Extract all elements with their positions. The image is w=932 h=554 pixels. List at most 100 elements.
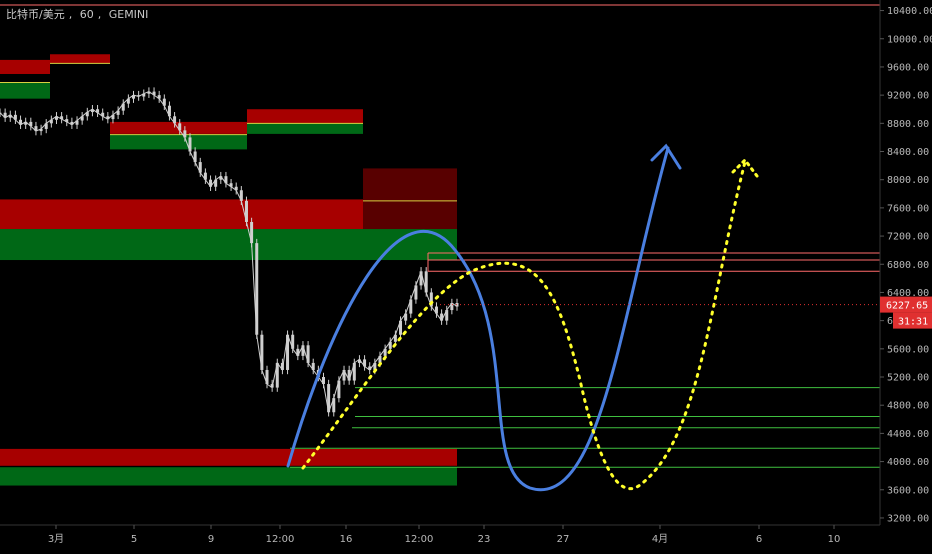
candle-body [65, 119, 69, 122]
candle-body [347, 369, 351, 381]
y-tick-label: 10000.00 [887, 34, 932, 45]
candle-body [214, 179, 218, 187]
zones-layer [0, 54, 457, 486]
candle-body [260, 334, 264, 370]
candle-body [224, 176, 228, 184]
y-tick-label: 5200.00 [887, 373, 929, 384]
supply-zone [0, 448, 457, 466]
candle-body [450, 303, 454, 311]
candle-body [13, 114, 17, 120]
candle-body [383, 348, 387, 356]
candle-body [275, 362, 279, 388]
projection-path-solid [286, 146, 670, 492]
symbol-title[interactable]: 比特币/美元, 60, GEMINI [6, 6, 152, 22]
y-tick-label: 8400.00 [887, 147, 929, 158]
candle-body [440, 313, 444, 321]
demand-zone [0, 82, 50, 99]
supply-zone [0, 59, 50, 74]
last-price-badge [880, 296, 932, 313]
candle-body [404, 313, 408, 321]
candle-body [399, 320, 403, 335]
projection-layer [286, 143, 762, 492]
candle-body [445, 310, 449, 321]
y-tick-label: 8000.00 [887, 175, 929, 186]
last-price-label: 6227.65 [886, 301, 928, 312]
candle-body [29, 121, 33, 127]
candle-body [311, 362, 315, 370]
countdown-badge [893, 312, 932, 329]
title-sep-1: , [68, 8, 73, 21]
time-axis[interactable]: 3月 5 9 12:00 16 12:00 23 27 4月 6 10 [48, 525, 841, 545]
y-tick-label: 3600.00 [887, 485, 929, 496]
candle-body [137, 95, 141, 97]
candle-body [434, 306, 438, 314]
y-tick-label: 4400.00 [887, 429, 929, 440]
candle-body [70, 121, 74, 125]
candle-body [209, 179, 213, 187]
y-tick-label: 9200.00 [887, 91, 929, 102]
candle-body [44, 123, 48, 129]
candle-body [157, 95, 161, 99]
candle-body [106, 116, 110, 120]
candle-body [142, 93, 146, 97]
levels-layer [0, 4, 880, 468]
candle-body [301, 345, 305, 356]
candle-body [280, 362, 284, 370]
candle-body [90, 109, 94, 113]
countdown-label: 31:31 [898, 317, 928, 328]
candle-body [80, 116, 84, 121]
candle-body [162, 98, 166, 106]
candle-body [296, 348, 300, 356]
candle-body [111, 114, 115, 120]
candle-body [188, 137, 192, 152]
candle-body [234, 186, 238, 191]
y-tick-label: 4000.00 [887, 457, 929, 468]
x-tick-label: 12:00 [266, 534, 295, 545]
y-tick-label: 7600.00 [887, 203, 929, 214]
candle-body [198, 162, 202, 173]
candle-body [96, 109, 100, 113]
candle-body [244, 200, 248, 222]
candle-body [229, 183, 233, 187]
projection-path-dotted [301, 160, 747, 491]
candle-body [327, 384, 331, 413]
x-tick-label: 9 [208, 534, 214, 545]
x-tick-label: 27 [557, 534, 570, 545]
candle-body [8, 114, 12, 118]
x-tick-label: 3月 [48, 533, 64, 545]
y-tick-label: 4800.00 [887, 401, 929, 412]
candle-body [24, 121, 28, 125]
candle-body [49, 119, 53, 124]
title-sep-2: , [97, 8, 102, 21]
y-tick-label: 5600.00 [887, 344, 929, 355]
symbol-interval: 60 [79, 8, 94, 21]
candle-body [85, 112, 89, 117]
y-tick-label: 6400.00 [887, 288, 929, 299]
candle-body [363, 359, 367, 367]
price-badges: 6227.65 31:31 [440, 296, 932, 329]
supply-zone [247, 109, 363, 125]
candle-body [75, 120, 79, 125]
supply-zone [50, 54, 110, 64]
symbol-exchange: GEMINI [108, 8, 149, 21]
projection-arrowhead-dotted [731, 157, 762, 182]
candle-body [414, 285, 418, 300]
demand-zone [110, 134, 247, 150]
candle-body [265, 369, 269, 385]
candle-body [255, 243, 259, 335]
candle-body [409, 299, 413, 314]
candle-body [337, 380, 341, 399]
y-tick-label: 3200.00 [887, 513, 929, 524]
candle-body [3, 112, 7, 118]
candle-body [60, 116, 64, 120]
y-tick-label: 6800.00 [887, 260, 929, 271]
supply-zone [0, 199, 363, 230]
candle-body [250, 221, 254, 244]
supply-zone [363, 168, 457, 230]
demand-zone [0, 229, 457, 261]
x-tick-label: 6 [756, 534, 762, 545]
candle-body [101, 112, 105, 117]
x-tick-label: 4月 [652, 533, 668, 545]
